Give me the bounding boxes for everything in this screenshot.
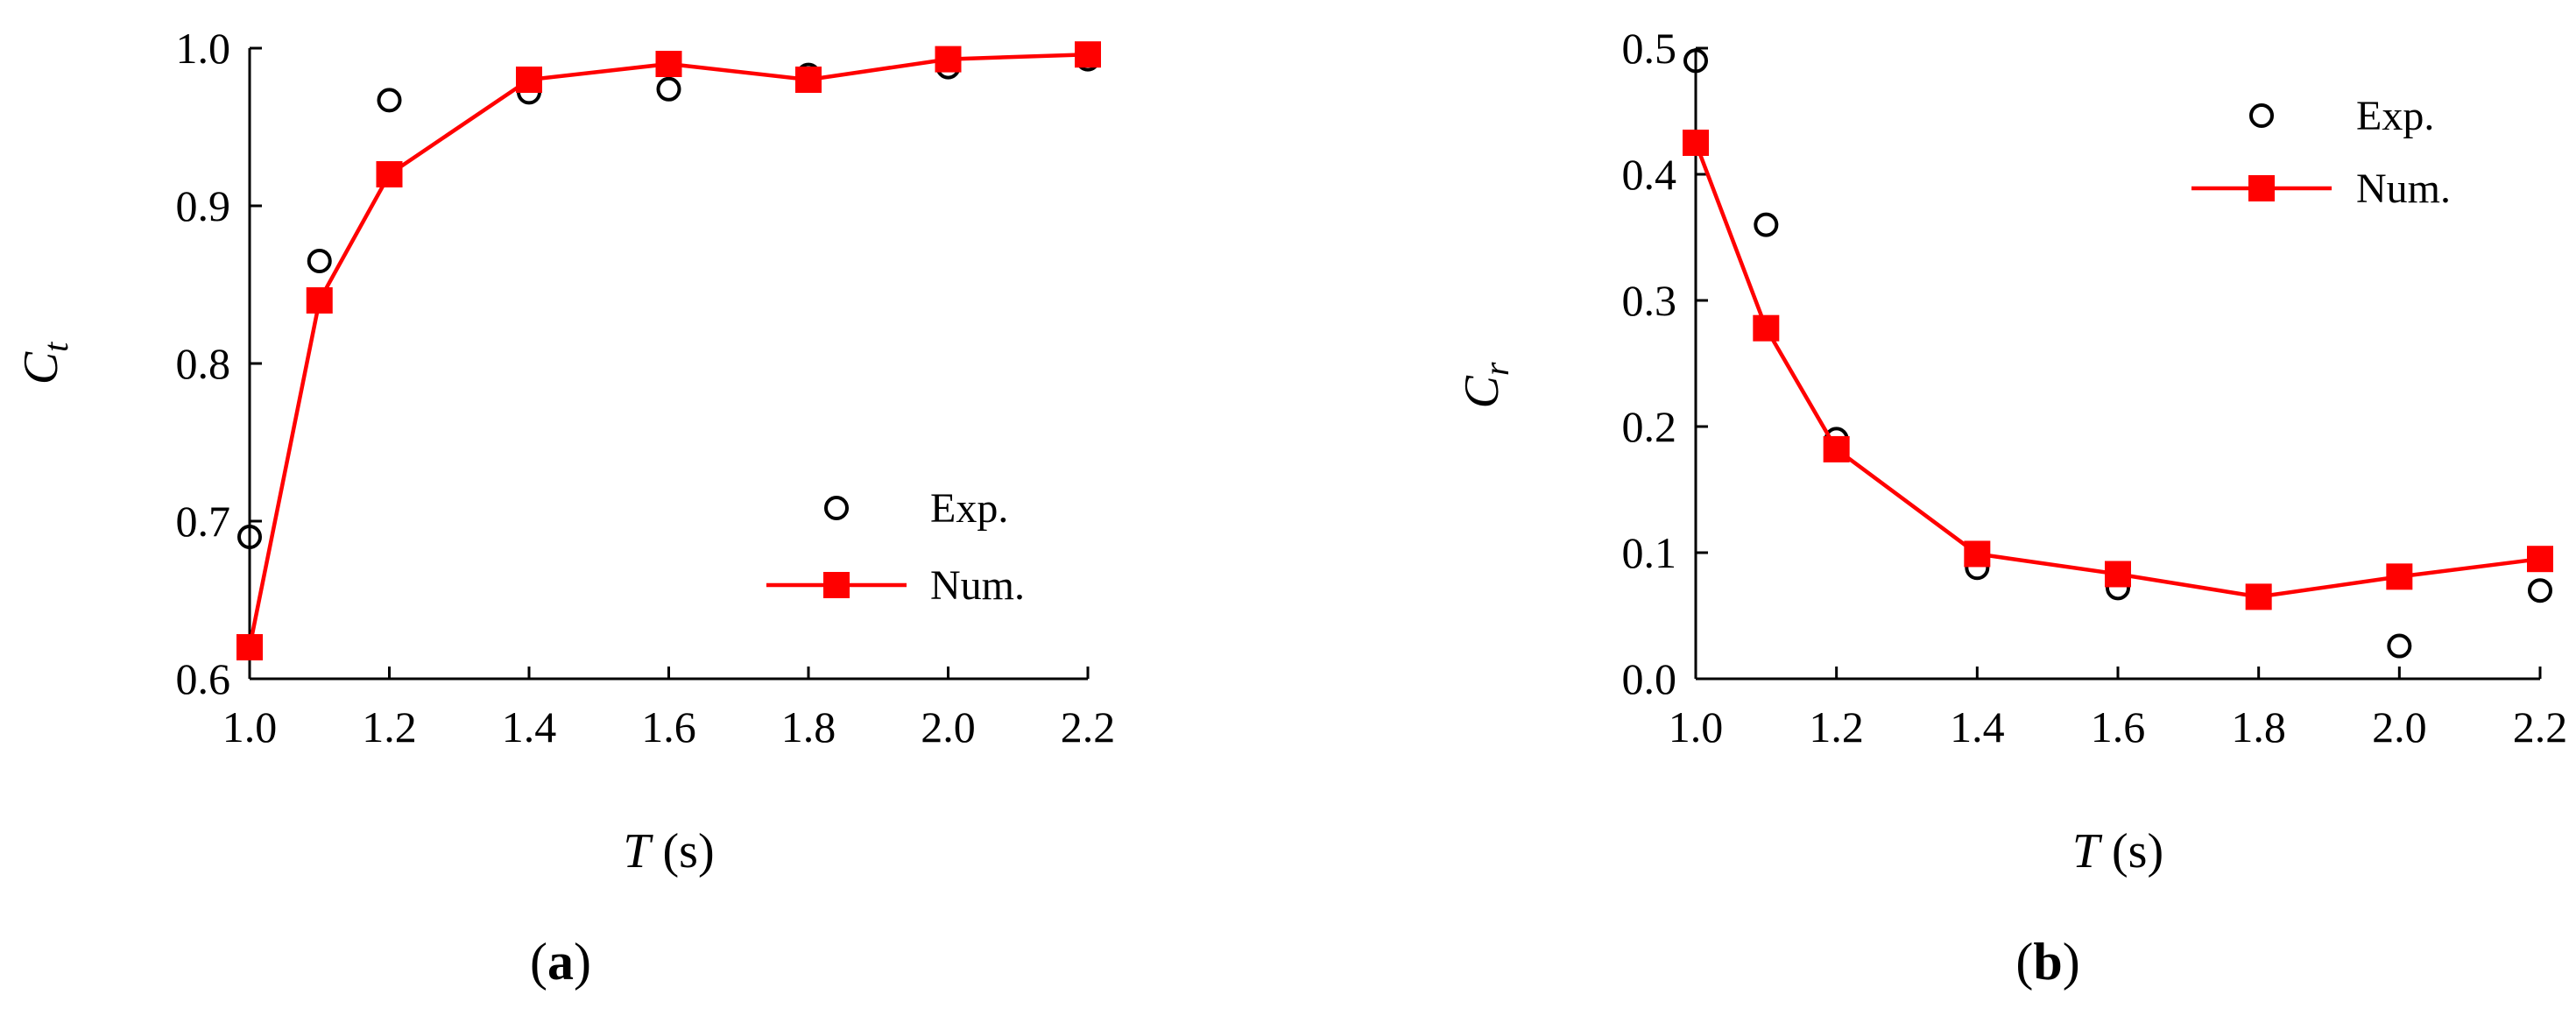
x-axis-title: T (s) [623,824,714,878]
data-point-num [516,67,542,93]
data-point-num [1823,435,1850,462]
data-point-num [2386,563,2413,590]
data-point-exp [2387,633,2412,659]
legend-label-exp: Exp. [2356,93,2434,139]
legend: Exp. Num. [2191,93,2451,212]
panel-label-letter: a [547,933,574,991]
data-point-num [1075,41,1101,68]
x-tick-label: 1.2 [362,702,417,751]
panel-label-close: ) [574,933,591,991]
x-tick-label: 2.2 [1061,702,1116,751]
y-axis-title: Cr [1455,362,1516,408]
y-tick-label: 1.0 [176,24,231,73]
x-axis-title-var: T [623,824,653,878]
x-tick-label: 1.2 [1809,702,1864,751]
x-tick-label: 1.4 [502,702,557,751]
x-tick-label: 2.2 [2513,702,2568,751]
data-point-exp [1683,48,1708,74]
data-point-num [1683,130,1709,156]
x-tick-label: 1.0 [1669,702,1724,751]
legend-symbol-exp [2249,103,2274,128]
y-tick-label: 0.9 [176,181,231,230]
data-point-num [795,67,822,93]
x-tick-label: 1.0 [222,702,278,751]
x-tick-label: 1.8 [781,702,836,751]
panel-label-open: ( [2015,933,2033,991]
chart-panel-b: 0.0 0.1 0.2 0.3 0.4 0.5 1.0 1.2 1.4 1.6 1.8 2.0 2.2 T… [1455,24,2567,991]
y-axis-title-main: C [14,351,68,385]
legend-symbol-exp [824,496,849,520]
legend-label-num: Num. [2356,166,2451,212]
data-point-exp [307,249,332,273]
data-point-num [306,287,333,314]
data-point-num [935,46,962,73]
y-tick-label: 0.5 [1622,24,1677,73]
x-tick-label: 1.8 [2231,702,2286,751]
legend-symbol-num-marker [823,572,850,598]
y-tick-label: 0.8 [176,339,231,388]
legend-symbol-num-marker [2248,175,2275,201]
x-axis-title-unit: (s) [651,824,715,878]
x-tick-label: 1.6 [641,702,696,751]
data-point-num [1964,540,1991,568]
y-tick-label: 0.7 [176,497,231,546]
x-axis-title-unit: (s) [2100,824,2163,878]
y-tick-label: 0.3 [1622,276,1677,325]
y-axis-title-main: C [1455,375,1509,408]
data-point-exp [2528,578,2552,603]
y-tick-label: 0.4 [1622,150,1677,199]
x-tick-label: 2.0 [921,702,976,751]
data-point-exp [377,88,402,113]
data-point-exp [237,525,262,549]
x-tick-label: 2.0 [2372,702,2427,751]
data-point-num [376,161,403,187]
data-point-exp [1754,212,1779,237]
y-tick-label: 0.6 [176,654,231,703]
data-point-num [2527,546,2553,573]
y-axis-title-sub: t [36,342,75,352]
data-point-exp [656,76,681,102]
x-tick-label: 1.6 [2091,702,2146,751]
y-axis-title: Ct [14,342,75,385]
panel-label-open: ( [530,933,547,991]
data-point-num [2245,583,2272,610]
panel-label: (b) [2015,933,2079,991]
y-tick-label: 0.2 [1622,402,1677,451]
data-point-num [655,51,682,77]
x-axis-title: T (s) [2072,824,2163,878]
panel-label-close: ) [2063,933,2080,991]
data-point-num [1753,314,1780,342]
series-line-num [247,52,1089,648]
panel-label-letter: b [2033,933,2062,991]
x-tick-label: 1.4 [1950,702,2005,751]
panel-label: (a) [530,933,591,991]
x-axis-title-var: T [2072,824,2103,878]
y-axis-title-sub: r [1477,362,1516,376]
legend: Exp. Num. [766,485,1025,609]
chart-panel-a: 0.6 0.7 0.8 0.9 1.0 1.0 1.2 1.4 1.6 1.8 2.0 2.2 T (s… [14,24,1115,991]
y-tick-label: 0.1 [1622,528,1677,577]
legend-label-exp: Exp. [930,485,1008,532]
series-line-num [1693,142,2541,599]
y-tick-label: 0.0 [1622,654,1677,703]
data-point-num [2105,561,2131,588]
data-point-num [236,634,263,660]
legend-label-num: Num. [930,562,1025,609]
